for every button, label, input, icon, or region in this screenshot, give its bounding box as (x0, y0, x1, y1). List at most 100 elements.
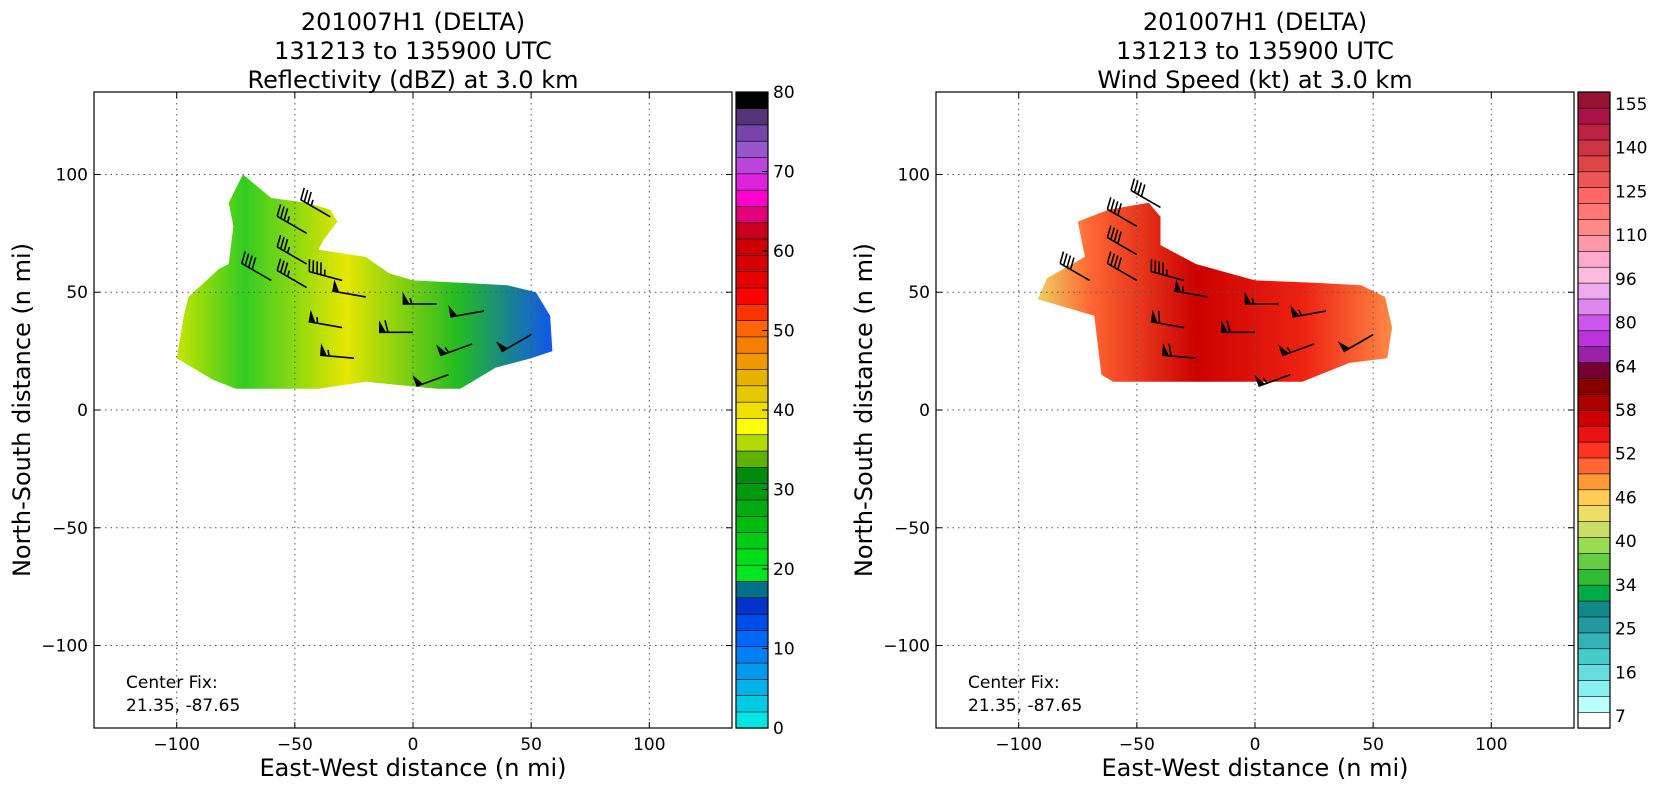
barb-half-feather (409, 297, 413, 305)
colorbar-segment (735, 91, 769, 109)
colorbar-tick-label: 155 (1615, 95, 1647, 115)
colorbar-segment (1577, 600, 1611, 618)
colorbar-segment (1577, 425, 1611, 443)
wind-barb (379, 320, 413, 334)
colorbar-segment (1577, 632, 1611, 650)
colorbar-segment (1577, 711, 1611, 729)
barb-feather (1069, 257, 1075, 270)
colorbar-tick-label: 0 (773, 719, 784, 739)
barb-staff (241, 262, 272, 282)
y-tick-label: −100 (883, 637, 930, 657)
wind-barb (1337, 333, 1374, 353)
echo-region (1037, 202, 1393, 382)
barb-half-feather (1251, 297, 1255, 305)
barb-pennant (1244, 292, 1252, 304)
colorbar-segment (735, 580, 769, 599)
chart-title-line: 201007H1 (DELTA) (301, 8, 525, 36)
colorbar-segment (735, 711, 769, 729)
x-tick-label: 0 (1250, 735, 1261, 755)
colorbar-segment (735, 238, 769, 256)
wind-barb (412, 373, 449, 388)
center-fix-annotation: Center Fix: (968, 673, 1060, 693)
colorbar-tick-label: 40 (773, 401, 795, 421)
barb-staff (276, 269, 308, 289)
colorbar-segment (735, 564, 769, 582)
wind-barb (1150, 309, 1185, 329)
y-tick-label: 0 (77, 401, 88, 421)
barb-feather (1117, 203, 1122, 216)
barb-half-feather (286, 270, 291, 277)
colorbar-segment (1577, 473, 1611, 491)
x-tick-label: 50 (1362, 735, 1384, 755)
barb-feather (1226, 320, 1231, 333)
barb-feather (1113, 201, 1119, 214)
chart-title-line: Wind Speed (kt) at 3.0 km (1097, 66, 1412, 94)
x-axis-label: East-West distance (n mi) (259, 754, 566, 782)
barb-feather (1168, 343, 1172, 357)
barb-pennant (448, 305, 458, 317)
barb-feather (1113, 229, 1119, 242)
wind-barb (276, 204, 308, 235)
y-tick-label: −100 (41, 637, 88, 657)
colorbar-segment (735, 597, 769, 615)
x-tick-label: 0 (408, 735, 419, 755)
barb-feather (244, 253, 250, 266)
colorbar-segment (1577, 520, 1611, 538)
colorbar-segment (1577, 568, 1611, 586)
barb-feather (1059, 251, 1065, 264)
colorbar: 0 10 20 30 40 50 60 70 80 (735, 83, 795, 739)
colorbar-segment (1577, 171, 1611, 189)
colorbar-segment (1577, 489, 1611, 507)
barb-pennant (1254, 375, 1266, 387)
barb-staff (309, 270, 343, 282)
colorbar-segment (735, 303, 769, 321)
y-tick-label: 0 (919, 401, 930, 421)
wind-barb (276, 258, 308, 289)
barb-half-feather (444, 347, 450, 354)
wind-barb (1174, 279, 1208, 298)
wind-barb (1254, 373, 1291, 388)
center-fix-annotation: 21.35, -87.65 (968, 696, 1082, 716)
colorbar-segment (1577, 664, 1611, 681)
barb-half-feather (286, 246, 291, 254)
colorbar-segment (1577, 441, 1611, 459)
y-tick-label: −50 (52, 519, 88, 539)
wind-barb (402, 292, 437, 305)
barb-feather (1106, 225, 1112, 238)
x-tick-label: 50 (520, 735, 542, 755)
colorbar-segment (735, 678, 769, 696)
barb-feather (300, 187, 306, 201)
wind-barb (319, 343, 354, 359)
wind-barb (300, 187, 331, 218)
barb-feather (251, 257, 257, 270)
colorbar-segment (735, 368, 769, 387)
y-tick-label: −50 (894, 519, 930, 539)
colorbar-tick-label: 64 (1615, 357, 1637, 377)
barb-feather (1110, 253, 1116, 266)
barb-pennant (379, 320, 386, 333)
y-axis-label: North-South distance (n mi) (850, 243, 878, 577)
colorbar-tick-label: 7 (1615, 707, 1626, 727)
colorbar-segment (735, 613, 769, 631)
barb-feather (1137, 182, 1143, 195)
wind-barb (332, 279, 366, 298)
x-tick-label: −100 (153, 735, 200, 755)
colorbar-frame (1577, 91, 1611, 729)
colorbar-segment (1577, 107, 1611, 125)
center-fix-annotation: Center Fix: (126, 673, 218, 693)
barb-staff (1059, 262, 1090, 282)
barb-feather (1110, 227, 1116, 240)
barb-feather (384, 320, 389, 333)
x-tick-label: −50 (1119, 735, 1155, 755)
colorbar-segment (735, 483, 769, 501)
colorbar-segment (735, 222, 769, 240)
colorbar-segment (1577, 457, 1611, 475)
colorbar-tick-label: 50 (773, 322, 795, 342)
colorbar-segment (1577, 361, 1611, 379)
colorbar-segment (735, 532, 769, 550)
colorbar-segment (735, 254, 769, 272)
chart-right: 201007H1 (DELTA)131213 to 135900 UTCWind… (850, 8, 1647, 782)
colorbar-segment (1577, 346, 1611, 363)
barb-pennant (1150, 309, 1158, 323)
barb-staff (300, 199, 331, 218)
